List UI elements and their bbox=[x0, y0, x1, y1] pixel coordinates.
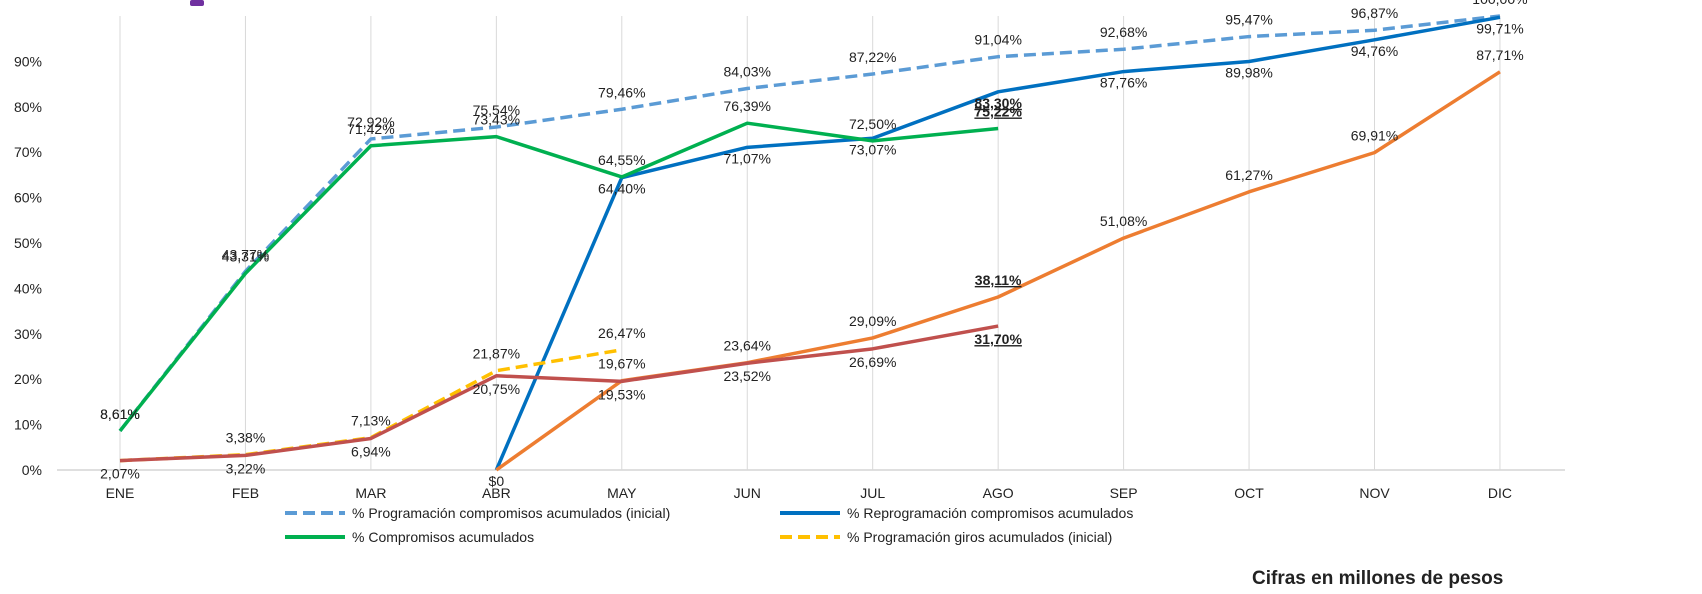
data-label: 61,27% bbox=[1225, 167, 1272, 183]
icon bbox=[190, 0, 204, 6]
x-tick-label: ENE bbox=[106, 485, 135, 501]
x-tick-label: FEB bbox=[232, 485, 259, 501]
series-line bbox=[494, 15, 1501, 471]
data-label: 92,68% bbox=[1100, 24, 1147, 40]
data-label: 100,00% bbox=[1472, 0, 1527, 7]
x-tick-label: MAR bbox=[355, 485, 386, 501]
data-label: 19,53% bbox=[598, 386, 645, 402]
data-label: 99,71% bbox=[1476, 20, 1523, 36]
y-tick-label: 40% bbox=[14, 280, 42, 296]
series-line bbox=[118, 121, 999, 433]
y-tick-label: 90% bbox=[14, 53, 42, 69]
data-label: 7,13% bbox=[351, 413, 391, 429]
data-label: 94,76% bbox=[1351, 43, 1398, 59]
data-label: 3,22% bbox=[226, 460, 266, 476]
data-label: $0 bbox=[489, 473, 505, 489]
data-label: 3,38% bbox=[226, 430, 266, 446]
data-label: 72,92% bbox=[347, 114, 394, 130]
data-label: 79,46% bbox=[598, 84, 645, 100]
y-tick-label: 50% bbox=[14, 235, 42, 251]
data-label: 6,94% bbox=[351, 443, 391, 459]
data-label: 2,07% bbox=[100, 466, 140, 482]
y-tick-label: 80% bbox=[14, 99, 42, 115]
y-tick-label: 60% bbox=[14, 190, 42, 206]
x-tick-label: SEP bbox=[1110, 485, 1138, 501]
data-label: 73,43% bbox=[473, 112, 520, 128]
y-tick-label: 20% bbox=[14, 371, 42, 387]
data-label: 29,09% bbox=[849, 313, 896, 329]
x-tick-label: JUN bbox=[734, 485, 761, 501]
data-label: 75,22% bbox=[974, 104, 1022, 120]
data-label: 91,04% bbox=[974, 32, 1021, 48]
data-label: 64,55% bbox=[598, 152, 645, 168]
data-label: 26,47% bbox=[598, 325, 645, 341]
data-label: 87,76% bbox=[1100, 75, 1147, 91]
data-label: 96,87% bbox=[1351, 5, 1398, 21]
data-label: 19,67% bbox=[598, 356, 645, 372]
data-label: 23,64% bbox=[724, 338, 771, 354]
data-label: 72,50% bbox=[849, 116, 896, 132]
series-line bbox=[118, 14, 1501, 432]
legend-label: % Programación giros acumulados (inicial… bbox=[847, 529, 1112, 545]
data-label: 75,54% bbox=[473, 102, 520, 118]
data-label: 64,40% bbox=[598, 181, 645, 197]
data-label: 83,30% bbox=[974, 95, 1022, 111]
data-label: 87,71% bbox=[1476, 47, 1523, 63]
data-label: 31,70% bbox=[974, 331, 1022, 347]
x-tick-label: JUL bbox=[860, 485, 885, 501]
data-label: 21,87% bbox=[473, 346, 520, 362]
data-label: 71,07% bbox=[724, 150, 771, 166]
data-label: 23,52% bbox=[724, 368, 771, 384]
legend-label: % Compromisos acumulados bbox=[352, 529, 534, 545]
x-tick-label: NOV bbox=[1359, 485, 1390, 501]
legend-label: % Programación compromisos acumulados (i… bbox=[352, 505, 670, 521]
data-label: 76,39% bbox=[724, 98, 771, 114]
data-label: 38,11% bbox=[975, 272, 1022, 288]
x-tick-label: MAY bbox=[607, 485, 637, 501]
data-label: 43,31% bbox=[222, 248, 269, 264]
y-tick-label: 30% bbox=[14, 326, 42, 342]
x-tick-label: AGO bbox=[983, 485, 1014, 501]
data-label: 51,08% bbox=[1100, 213, 1147, 229]
data-label: 87,22% bbox=[849, 49, 896, 65]
x-tick-label: DIC bbox=[1488, 485, 1512, 501]
data-label: 43,77% bbox=[222, 246, 269, 262]
data-label: 8,61% bbox=[100, 406, 140, 422]
data-label: 84,03% bbox=[724, 64, 771, 80]
data-label: 89,98% bbox=[1225, 64, 1272, 80]
note: Cifras en millones de pesos bbox=[1252, 568, 1503, 589]
y-tick-label: 0% bbox=[22, 462, 42, 478]
data-label: 73,07% bbox=[849, 141, 896, 157]
data-label: 20,75% bbox=[473, 381, 520, 397]
data-label: 71,42% bbox=[347, 121, 394, 137]
data-label: 26,69% bbox=[849, 354, 896, 370]
data-label: 8,61% bbox=[100, 406, 140, 422]
x-tick-label: ABR bbox=[482, 485, 511, 501]
x-tick-label: OCT bbox=[1234, 485, 1264, 501]
y-tick-label: 70% bbox=[14, 144, 42, 160]
data-label: 69,91% bbox=[1351, 128, 1398, 144]
series-line bbox=[119, 324, 999, 463]
data-label: 95,47% bbox=[1225, 12, 1272, 28]
legend-label: % Reprogramación compromisos acumulados bbox=[847, 505, 1133, 521]
y-tick-label: 10% bbox=[14, 417, 42, 433]
